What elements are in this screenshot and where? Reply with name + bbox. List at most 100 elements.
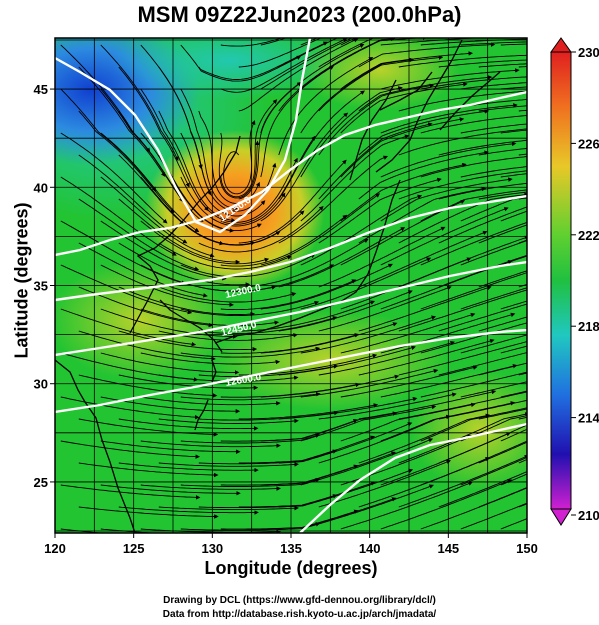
streamline bbox=[118, 66, 190, 188]
streamline bbox=[358, 389, 497, 420]
x-tick-label: 135 bbox=[280, 541, 302, 556]
streamline bbox=[420, 76, 527, 90]
colorbar-body bbox=[550, 51, 572, 510]
streamline bbox=[238, 481, 376, 508]
streamline bbox=[420, 221, 527, 266]
streamline bbox=[300, 404, 437, 442]
x-tick-label: 145 bbox=[437, 541, 459, 556]
x-tick-label: 150 bbox=[516, 541, 538, 556]
streamline bbox=[438, 59, 527, 68]
streamline bbox=[278, 227, 406, 288]
streamline bbox=[78, 110, 175, 214]
streamline bbox=[60, 396, 200, 420]
streamline bbox=[180, 346, 321, 358]
x-tick-label: 120 bbox=[44, 541, 66, 556]
streamline bbox=[180, 433, 321, 444]
streamline bbox=[358, 150, 489, 200]
streamline bbox=[118, 330, 258, 352]
streamline bbox=[380, 312, 516, 354]
streamline bbox=[358, 457, 490, 508]
streamline bbox=[140, 88, 209, 212]
streamline bbox=[500, 43, 527, 46]
streamline bbox=[500, 390, 527, 398]
streamline bbox=[78, 330, 216, 361]
lat-lon-grid bbox=[55, 38, 527, 533]
streamline bbox=[278, 38, 339, 68]
streamline bbox=[238, 403, 379, 420]
streamline bbox=[60, 220, 186, 285]
streamline bbox=[198, 41, 328, 80]
streamline bbox=[260, 193, 380, 266]
streamline bbox=[478, 105, 527, 112]
streamline bbox=[180, 477, 321, 487]
streamline bbox=[358, 338, 495, 376]
streamline bbox=[260, 411, 398, 442]
streamline bbox=[198, 449, 338, 465]
streamline bbox=[318, 122, 433, 200]
streamline bbox=[158, 286, 297, 303]
streamline bbox=[300, 134, 410, 222]
streamline bbox=[300, 368, 439, 398]
streamline bbox=[158, 418, 299, 424]
streamline bbox=[78, 462, 219, 478]
y-tick-label: 45 bbox=[34, 82, 48, 97]
streamline bbox=[500, 473, 527, 486]
streamline bbox=[220, 135, 316, 225]
streamline bbox=[300, 438, 434, 486]
streamline bbox=[300, 257, 432, 310]
streamline bbox=[398, 341, 527, 376]
streamline bbox=[218, 132, 260, 199]
streamline bbox=[238, 38, 322, 68]
streamline bbox=[358, 186, 487, 244]
streamline bbox=[438, 182, 527, 200]
streamline bbox=[380, 103, 518, 134]
streamline bbox=[260, 65, 335, 178]
streamline bbox=[398, 289, 527, 332]
colorbar-tick-label: 230 bbox=[578, 45, 599, 60]
streamline bbox=[500, 428, 527, 442]
streamline bbox=[278, 155, 388, 244]
streamline bbox=[300, 86, 403, 178]
streamline bbox=[380, 38, 521, 46]
streamline bbox=[478, 63, 527, 68]
streamline bbox=[60, 308, 197, 347]
streamline bbox=[438, 206, 527, 244]
streamline bbox=[380, 479, 512, 530]
y-tick-label: 30 bbox=[34, 377, 48, 392]
x-axis: 120 125 130 135 140 145 150 bbox=[44, 533, 538, 556]
streamline bbox=[100, 484, 241, 496]
streamline bbox=[260, 497, 397, 530]
streamline bbox=[60, 132, 168, 224]
credit-drawing: Drawing by DCL (https://www.gfd-dennou.o… bbox=[163, 595, 436, 606]
x-tick-label: 130 bbox=[201, 541, 223, 556]
streamline bbox=[460, 166, 527, 178]
streamline bbox=[180, 88, 239, 211]
y-tick-label: 40 bbox=[34, 180, 48, 195]
streamline bbox=[398, 391, 527, 420]
streamline bbox=[260, 322, 398, 354]
streamline bbox=[180, 176, 286, 227]
streamline bbox=[238, 159, 347, 244]
streamlines bbox=[60, 38, 527, 533]
colorbar-bottom-arrow bbox=[550, 508, 572, 526]
streamline bbox=[100, 352, 240, 375]
streamline bbox=[278, 396, 418, 420]
streamline bbox=[318, 392, 457, 420]
streamline bbox=[398, 192, 527, 244]
streamline bbox=[358, 109, 490, 156]
streamline bbox=[478, 441, 527, 464]
streamline bbox=[460, 123, 527, 134]
colorbar-tick-label: 214 bbox=[578, 411, 599, 426]
streamline bbox=[318, 414, 451, 464]
y-axis-label: Latitude (degrees) bbox=[11, 202, 32, 359]
streamline bbox=[398, 54, 527, 68]
streamline bbox=[118, 374, 259, 391]
streamline bbox=[180, 522, 321, 531]
streamline bbox=[220, 279, 357, 311]
x-tick-label: 125 bbox=[123, 541, 145, 556]
height-contours bbox=[55, 38, 527, 533]
streamline bbox=[318, 285, 452, 332]
streamline bbox=[300, 315, 437, 354]
streamline bbox=[300, 194, 423, 266]
streamline bbox=[198, 264, 335, 292]
